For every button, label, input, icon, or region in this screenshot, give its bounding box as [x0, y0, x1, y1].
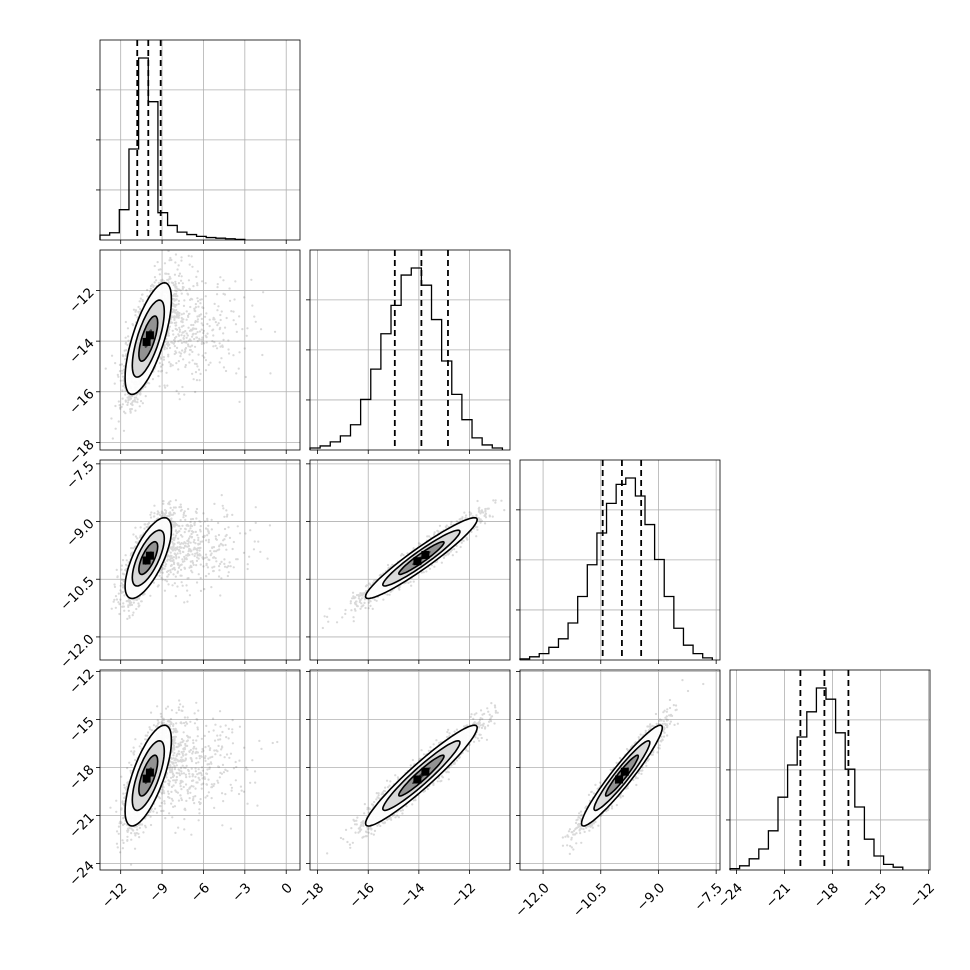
- x-tick-label: −12: [907, 880, 938, 911]
- panel-frame: [519, 669, 721, 871]
- panel-content: [326, 680, 510, 855]
- histogram-bars: [519, 477, 713, 660]
- y-tick-label: −15: [66, 714, 97, 745]
- panel-frame: [99, 459, 301, 661]
- panel-content: [561, 679, 705, 855]
- y-tick-label: −12: [66, 666, 97, 697]
- x-tick-label: −6: [188, 880, 213, 905]
- histogram-panel-0: [96, 39, 301, 244]
- histogram-panel-1: [306, 249, 511, 454]
- x-tick-label: −12: [99, 880, 130, 911]
- y-tick-label: −21: [66, 810, 97, 841]
- panel-content: [104, 250, 277, 440]
- x-tick-label: 0: [278, 880, 295, 897]
- scatter-panel-2-3: −12.0 −10.5 −9.0 −7.5: [512, 669, 726, 921]
- panel-frame: [99, 39, 301, 241]
- density-peak: [413, 557, 422, 566]
- density-peak: [145, 551, 154, 560]
- histogram-panel-3: −24 −21 −18 −15 −12: [715, 669, 938, 911]
- panel-frame: [309, 459, 511, 661]
- y-tick-label: −16: [66, 386, 97, 417]
- scatter-panel-0-1: −18−16−14−12: [66, 249, 301, 468]
- x-tick-label: −12: [448, 880, 479, 911]
- panel-frame: [309, 669, 511, 871]
- y-tick-label: −14: [66, 335, 97, 366]
- y-tick-label: −24: [66, 858, 97, 889]
- x-tick-label: −18: [811, 880, 842, 911]
- density-peak: [615, 775, 624, 784]
- x-tick-label: −16: [346, 880, 377, 911]
- panel-frame: [309, 249, 511, 451]
- y-tick-label: −7.5: [63, 458, 97, 492]
- x-tick-label: −10.5: [570, 880, 611, 921]
- scatter-panel-0-3: −12 −9 −6 −3 0 −24 −21 −18 −15 −12: [66, 666, 301, 911]
- x-tick-label: −21: [763, 880, 794, 911]
- panel-frame: [519, 459, 721, 661]
- panel-content: [109, 699, 279, 866]
- histogram-bars: [309, 267, 504, 450]
- x-tick-label: −9: [146, 880, 171, 905]
- density-peak: [620, 767, 629, 776]
- scatter-panel-1-2: [306, 459, 511, 664]
- density-peak: [142, 556, 151, 565]
- histogram-bars: [99, 57, 246, 241]
- y-tick-label: −18: [66, 762, 97, 793]
- histogram-bars: [729, 687, 904, 870]
- x-tick-label: −15: [859, 880, 890, 911]
- density-peak: [142, 337, 151, 346]
- y-tick-label: −12: [66, 285, 97, 316]
- y-tick-label: −9.0: [63, 516, 97, 550]
- x-tick-label: −3: [229, 880, 254, 905]
- panel-content: [321, 497, 510, 630]
- x-tick-label: −18: [296, 880, 327, 911]
- x-tick-label: −12.0: [512, 880, 553, 921]
- density-peak: [413, 775, 422, 784]
- scatter-panel-1-3: −18 −16 −14 −12: [296, 669, 511, 911]
- density-peak: [145, 768, 154, 777]
- density-peak: [421, 550, 430, 559]
- density-peak: [421, 767, 430, 776]
- panel-frame: [99, 669, 301, 871]
- panel-content: [110, 494, 272, 620]
- density-peak: [142, 774, 151, 783]
- scatter-panel-0-2: −12.0 −10.5 −9.0 −7.5: [57, 458, 301, 672]
- panel-frame: [99, 249, 301, 451]
- x-tick-label: −9.0: [634, 880, 668, 914]
- density-peak: [145, 331, 154, 340]
- histogram-panel-2: [516, 459, 721, 664]
- y-tick-label: −10.5: [57, 574, 98, 615]
- y-tick-label: −12.0: [57, 631, 98, 672]
- x-tick-label: −14: [397, 880, 428, 911]
- panel-frame: [729, 669, 931, 871]
